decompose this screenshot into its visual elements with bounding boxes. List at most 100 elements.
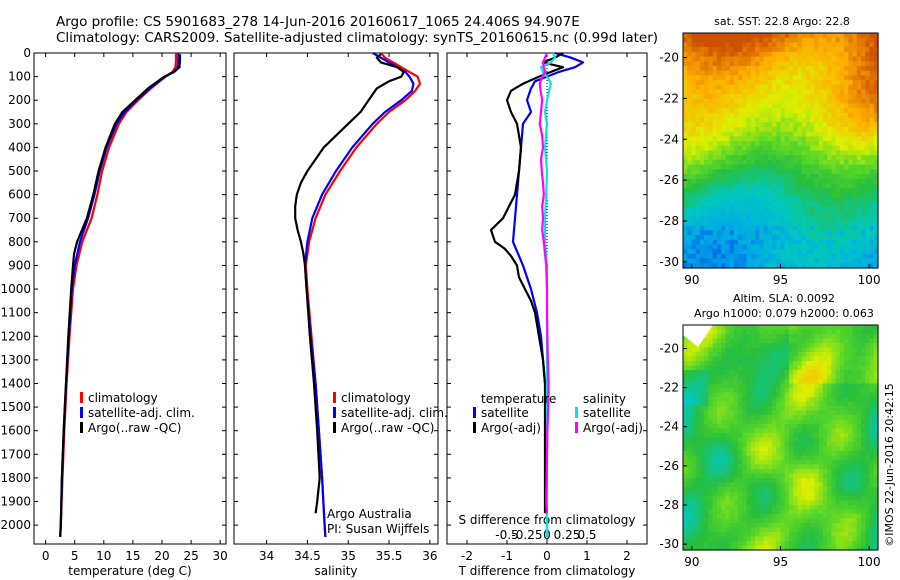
map-cell bbox=[712, 108, 718, 114]
map-cell bbox=[729, 370, 735, 376]
map-cell bbox=[865, 33, 871, 39]
map-cell bbox=[687, 197, 692, 203]
map-cell bbox=[780, 442, 786, 448]
map-cell bbox=[810, 451, 815, 457]
map-cell bbox=[712, 192, 718, 199]
map-cell bbox=[801, 131, 807, 137]
map-cell bbox=[687, 216, 692, 222]
map-cell bbox=[691, 464, 697, 470]
map-cell bbox=[793, 197, 798, 203]
map-cell bbox=[776, 51, 782, 58]
map-cell bbox=[742, 221, 748, 227]
map-cell bbox=[818, 545, 824, 551]
map-cell bbox=[738, 437, 743, 443]
map-cell bbox=[801, 338, 807, 344]
map-cell bbox=[759, 424, 765, 430]
figure-title-line2: Climatology: CARS2009. Satellite-adjuste… bbox=[56, 30, 659, 46]
map-cell bbox=[733, 325, 739, 331]
map-cell bbox=[789, 249, 794, 255]
map-cell bbox=[789, 211, 794, 217]
map-cell bbox=[721, 545, 726, 551]
map-cell bbox=[772, 460, 777, 466]
map-cell bbox=[831, 178, 837, 184]
map-cell bbox=[848, 514, 854, 520]
map-cell bbox=[797, 491, 803, 497]
x-tick-label: -2 bbox=[461, 549, 473, 563]
map-cell bbox=[831, 424, 837, 430]
map-cell bbox=[789, 141, 794, 147]
map-cell bbox=[805, 33, 811, 39]
map-cell bbox=[776, 523, 782, 529]
map-cell bbox=[780, 478, 786, 484]
map-cell bbox=[831, 541, 837, 547]
map-cell bbox=[869, 464, 875, 470]
map-cell bbox=[683, 258, 688, 264]
map-cell bbox=[750, 108, 756, 114]
map-cell bbox=[827, 338, 832, 344]
map-cell bbox=[704, 469, 709, 475]
map-cell bbox=[759, 117, 765, 123]
map-cell bbox=[759, 428, 765, 434]
map-cell bbox=[827, 51, 832, 58]
map-cell bbox=[763, 61, 769, 67]
y-tick-label: -22 bbox=[659, 91, 679, 105]
map-cell bbox=[733, 75, 739, 81]
map-cell bbox=[861, 500, 866, 506]
map-cell bbox=[873, 221, 879, 227]
map-cell bbox=[721, 136, 726, 142]
map-cell bbox=[716, 51, 722, 58]
map-cell bbox=[742, 117, 748, 123]
map-cell bbox=[691, 496, 697, 502]
map-cell bbox=[691, 164, 697, 170]
map-cell bbox=[687, 221, 692, 227]
map-cell bbox=[729, 460, 735, 466]
map-cell bbox=[848, 188, 854, 194]
map-cell bbox=[763, 197, 769, 203]
map-cell bbox=[687, 70, 692, 76]
map-cell bbox=[733, 117, 739, 123]
map-cell bbox=[801, 478, 807, 484]
map-cell bbox=[687, 65, 692, 72]
map-cell bbox=[721, 532, 726, 538]
map-cell bbox=[712, 424, 718, 430]
map-cell bbox=[865, 442, 871, 448]
map-cell bbox=[700, 136, 705, 142]
map-cell bbox=[750, 325, 756, 331]
map-cell bbox=[687, 235, 692, 241]
map-cell bbox=[852, 428, 858, 434]
map-cell bbox=[708, 263, 714, 269]
map-cell bbox=[704, 89, 709, 95]
map-cell bbox=[869, 42, 875, 48]
map-cell bbox=[865, 370, 871, 376]
map-cell bbox=[759, 127, 765, 133]
map-cell bbox=[695, 94, 701, 100]
map-cell bbox=[712, 51, 718, 58]
map-cell bbox=[793, 446, 798, 452]
map-cell bbox=[852, 325, 858, 331]
map-cell bbox=[687, 406, 692, 412]
map-cell bbox=[852, 356, 858, 362]
map-cell bbox=[729, 164, 735, 170]
map-cell bbox=[704, 70, 709, 76]
map-cell bbox=[759, 541, 765, 547]
map-cell bbox=[700, 249, 705, 255]
map-cell bbox=[712, 94, 718, 100]
map-cell bbox=[746, 141, 752, 147]
map-cell bbox=[848, 253, 854, 260]
map-cell bbox=[704, 169, 709, 175]
map-cell bbox=[738, 446, 743, 452]
map-cell bbox=[805, 122, 811, 128]
map-cell bbox=[831, 103, 837, 109]
map-cell bbox=[856, 253, 862, 260]
map-cell bbox=[683, 112, 688, 119]
map-cell bbox=[869, 419, 875, 425]
map-cell bbox=[759, 136, 765, 142]
map-cell bbox=[716, 94, 722, 100]
map-cell bbox=[712, 361, 718, 367]
map-cell bbox=[869, 103, 875, 109]
map-cell bbox=[835, 216, 841, 222]
map-cell bbox=[700, 392, 705, 398]
map-cell bbox=[856, 230, 862, 236]
map-cell bbox=[869, 491, 875, 497]
map-cell bbox=[869, 197, 875, 203]
